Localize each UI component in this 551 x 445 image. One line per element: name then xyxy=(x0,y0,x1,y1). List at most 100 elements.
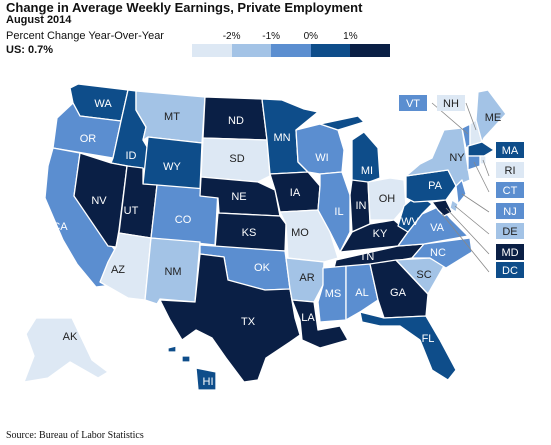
state-WI xyxy=(295,123,345,175)
callout-line xyxy=(445,207,490,255)
callout-box-MD xyxy=(496,244,524,260)
state-label-IL: IL xyxy=(334,206,343,218)
state-label-SC: SC xyxy=(416,269,431,281)
state-AL xyxy=(345,263,379,321)
callout-line xyxy=(465,102,477,131)
legend-swatch xyxy=(271,44,311,57)
state-label-AR: AR xyxy=(299,272,314,284)
state-label-CT: CT xyxy=(503,185,518,197)
state-label-NV: NV xyxy=(91,195,107,207)
state-label-FL: FL xyxy=(422,333,435,345)
callout-box-NH xyxy=(437,95,465,111)
state-label-DC: DC xyxy=(502,265,518,277)
state-label-AL: AL xyxy=(355,287,368,299)
state-label-WV: WV xyxy=(401,216,419,228)
state-label-ID: ID xyxy=(126,150,137,162)
callout-line xyxy=(482,159,490,177)
state-label-KY: KY xyxy=(373,228,388,240)
map-title: Change in Average Weekly Earnings, Priva… xyxy=(6,0,363,15)
state-label-NE: NE xyxy=(231,191,246,203)
map-subtitle: August 2014 xyxy=(6,14,72,26)
state-label-KS: KS xyxy=(242,227,257,239)
callout-line xyxy=(454,205,490,235)
state-LA xyxy=(291,299,349,349)
state-label-NY: NY xyxy=(449,152,465,164)
callout-box-NJ xyxy=(496,203,524,219)
source-note: Source: Bureau of Labor Statistics xyxy=(6,430,144,441)
state-label-MD: MD xyxy=(501,247,518,259)
state-label-MA: MA xyxy=(502,145,519,157)
state-label-GA: GA xyxy=(390,287,407,299)
state-label-OR: OR xyxy=(80,133,97,145)
state-label-AK: AK xyxy=(63,331,78,343)
legend-swatch xyxy=(231,44,272,57)
state-label-MO: MO xyxy=(291,227,309,239)
callout-line xyxy=(473,161,490,193)
state-FL xyxy=(359,311,457,381)
state-label-IN: IN xyxy=(356,200,367,212)
callout-box-MA xyxy=(496,142,524,158)
state-KS xyxy=(214,212,287,252)
state-label-UT: UT xyxy=(124,205,139,217)
state-TX xyxy=(159,253,301,383)
state-label-LA: LA xyxy=(301,312,315,324)
state-label-CO: CO xyxy=(175,214,192,226)
color-legend: -2% -1% 0% 1% xyxy=(192,31,390,59)
state-label-NJ: NJ xyxy=(503,206,516,218)
state-label-IA: IA xyxy=(290,187,301,199)
state-label-NM: NM xyxy=(164,266,181,278)
state-NJ xyxy=(455,179,467,205)
state-label-MN: MN xyxy=(273,132,290,144)
legend-tick: -2% xyxy=(222,31,241,42)
legend-tick: -1% xyxy=(262,31,281,42)
state-DE xyxy=(449,199,459,213)
state-label-WA: WA xyxy=(94,98,112,110)
state-label-WY: WY xyxy=(163,161,181,173)
state-label-VT: VT xyxy=(406,98,420,110)
state-label-ND: ND xyxy=(228,115,244,127)
callout-line xyxy=(441,213,490,273)
state-label-MI: MI xyxy=(361,165,373,177)
state-label-NH: NH xyxy=(443,98,459,110)
state-NY xyxy=(405,127,471,187)
callout-box-CT xyxy=(496,182,524,198)
state-label-HI: HI xyxy=(203,376,214,388)
state-label-OH: OH xyxy=(379,193,396,205)
state-label-ME: ME xyxy=(485,112,502,124)
state-label-NC: NC xyxy=(430,247,446,259)
state-label-MT: MT xyxy=(164,111,180,123)
callout-line xyxy=(461,193,490,213)
state-label-WI: WI xyxy=(315,152,328,164)
state-SD xyxy=(200,137,271,183)
state-label-AZ: AZ xyxy=(111,264,125,276)
callout-box-DC xyxy=(496,262,524,278)
legend-swatch xyxy=(310,44,351,57)
state-label-CA: CA xyxy=(52,221,68,233)
callout-box-VT xyxy=(399,95,427,111)
legend-tick: 1% xyxy=(343,31,358,42)
measure-label: Percent Change Year-Over-Year xyxy=(6,30,164,42)
state-label-TN: TN xyxy=(360,251,375,263)
legend-swatch xyxy=(350,44,390,57)
state-label-DE: DE xyxy=(502,226,517,238)
state-HI xyxy=(167,345,217,391)
state-NM xyxy=(144,237,201,305)
legend-color-bar xyxy=(192,44,390,57)
state-label-VA: VA xyxy=(430,222,445,234)
state-label-RI: RI xyxy=(505,165,516,177)
state-label-TX: TX xyxy=(241,316,256,328)
legend-swatch xyxy=(192,44,232,57)
legend-tick: 0% xyxy=(303,31,319,42)
state-MA xyxy=(467,141,495,157)
state-label-PA: PA xyxy=(428,180,443,192)
callout-box-DE xyxy=(496,223,524,239)
state-label-MS: MS xyxy=(325,288,342,300)
us-value: US: 0.7% xyxy=(6,44,54,56)
state-MD xyxy=(431,199,453,217)
callout-box-RI xyxy=(496,162,524,178)
state-label-SD: SD xyxy=(229,153,244,165)
state-AK xyxy=(23,317,109,383)
state-label-OK: OK xyxy=(254,262,271,274)
state-CT xyxy=(467,155,481,171)
us-choropleth-map: WA OR CA ID NV MT WY UT AZ CO NM ND SD NE KS OK TX MN IA MO… xyxy=(23,83,524,391)
